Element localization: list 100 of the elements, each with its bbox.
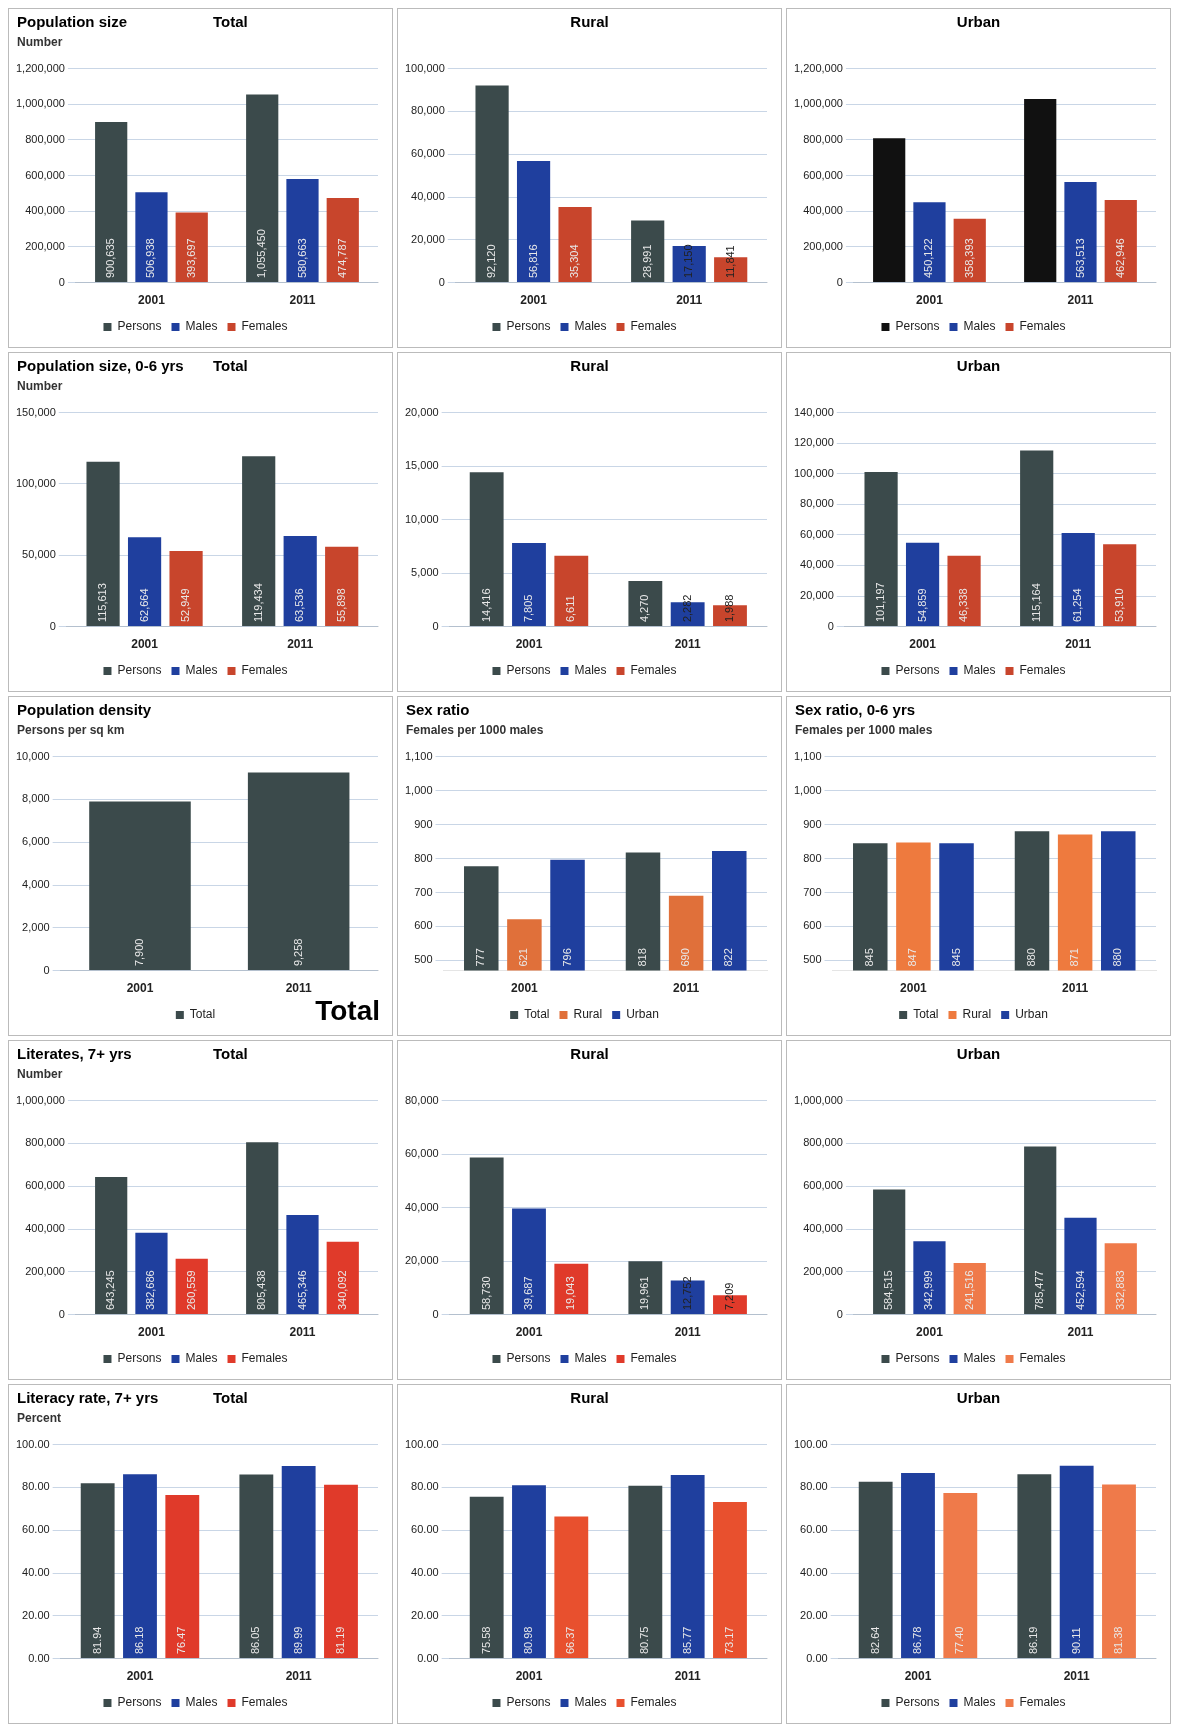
bar — [286, 179, 319, 283]
y-axis-title: Number — [17, 1067, 63, 1081]
data-label: 86.18 — [133, 1626, 146, 1655]
legend-label: Persons — [117, 1695, 162, 1710]
bar — [246, 1142, 279, 1315]
x-tick-label: 2011 — [1067, 1325, 1094, 1340]
data-label: 785,477 — [1033, 1270, 1046, 1311]
bar — [135, 1232, 168, 1315]
x-tick-label: 2011 — [1067, 293, 1094, 308]
bar — [1017, 1474, 1052, 1659]
x-tick-label: 2011 — [285, 981, 312, 996]
y-tick-label: 20,000 — [404, 1254, 439, 1267]
data-label: 81.19 — [334, 1626, 347, 1655]
x-tick-label: 2001 — [909, 637, 937, 652]
chart-subtitle: Total — [213, 357, 248, 374]
data-label: 81.94 — [90, 1626, 103, 1655]
legend-label: Females — [241, 1695, 288, 1710]
legend-label: Females — [1019, 663, 1066, 678]
legend-label: Total — [524, 1007, 550, 1022]
chart-subtitle: Rural — [569, 1389, 610, 1406]
legend-label: Females — [630, 1695, 677, 1710]
y-tick-label: 6,000 — [22, 835, 50, 848]
data-label: 643,245 — [104, 1270, 117, 1311]
bar — [469, 1157, 504, 1315]
y-tick-label: 15,000 — [404, 459, 439, 472]
bar — [670, 1475, 705, 1659]
data-label: 12,752 — [680, 1276, 693, 1311]
legend-label: Males — [574, 1351, 607, 1366]
x-tick-label: 2001 — [904, 1669, 932, 1684]
bar — [943, 1492, 978, 1659]
y-tick-label: 100.00 — [404, 1437, 439, 1450]
data-label: 81.38 — [1112, 1626, 1125, 1655]
bar — [713, 1502, 747, 1659]
bar — [558, 207, 592, 283]
data-label: 584,515 — [882, 1270, 895, 1311]
y-tick-label: 80.00 — [22, 1480, 50, 1493]
data-label: 55,898 — [334, 588, 347, 623]
legend-label: Males — [185, 663, 218, 678]
bar — [628, 1485, 663, 1659]
x-tick-label: 2011 — [674, 1325, 701, 1340]
data-label: 56,816 — [526, 244, 539, 279]
data-label: 35,304 — [568, 244, 581, 279]
y-tick-label: 20.00 — [800, 1608, 828, 1621]
x-tick-label: 2001 — [916, 293, 944, 308]
data-label: 690 — [679, 948, 692, 967]
data-label: 80.75 — [638, 1626, 651, 1655]
x-tick-label: 2001 — [131, 637, 159, 652]
chart-title: Literacy rate, 7+ yrs — [17, 1389, 159, 1406]
y-tick-label: 900 — [414, 817, 433, 830]
y-tick-label: 2,000 — [22, 920, 50, 933]
legend-label: Males — [574, 319, 607, 334]
x-tick-label: 2001 — [511, 981, 539, 996]
chart-subtitle: Urban — [955, 1389, 1002, 1406]
y-axis-title: Females per 1000 males — [795, 723, 933, 737]
data-label: 822 — [722, 948, 735, 967]
legend-label: Males — [963, 663, 996, 678]
x-tick-label: 2011 — [1065, 637, 1092, 652]
legend-label: Urban — [626, 1007, 659, 1022]
y-tick-label: 600,000 — [25, 1179, 65, 1192]
bar — [1102, 1484, 1136, 1659]
data-label: 2,282 — [680, 594, 693, 623]
y-tick-label: 40.00 — [22, 1566, 50, 1579]
y-tick-label: 40.00 — [800, 1566, 828, 1579]
chart-title: Sex ratio — [406, 701, 470, 718]
bar — [631, 220, 665, 283]
x-tick-label: 2001 — [900, 981, 928, 996]
y-tick-label: 400,000 — [803, 1222, 843, 1235]
data-label: 880 — [1025, 948, 1038, 967]
data-label: 7,900 — [133, 938, 146, 967]
x-tick-label: 2001 — [126, 1669, 154, 1684]
chart-title: Population size — [17, 13, 128, 30]
y-tick-label: 0 — [836, 1307, 843, 1320]
x-tick-label: 2011 — [289, 1325, 316, 1340]
data-label: 871 — [1068, 948, 1081, 967]
bar — [469, 472, 504, 627]
bar — [1020, 450, 1054, 627]
bar — [947, 555, 981, 627]
y-tick-label: 120,000 — [794, 436, 834, 449]
data-label: 62,664 — [137, 588, 150, 623]
data-label: 39,687 — [522, 1276, 535, 1311]
chart-title: Literates, 7+ yrs — [17, 1045, 132, 1062]
bar — [905, 542, 940, 627]
y-tick-label: 4,000 — [22, 878, 50, 891]
bar — [1064, 182, 1097, 283]
legend-label: Females — [630, 319, 677, 334]
bar — [873, 1189, 906, 1315]
data-label: 241,516 — [962, 1270, 975, 1311]
data-label: 52,949 — [179, 588, 192, 623]
legend-label: Males — [185, 1351, 218, 1366]
y-tick-label: 80.00 — [411, 1480, 439, 1493]
y-tick-label: 600 — [414, 919, 433, 932]
bar — [95, 1176, 128, 1315]
y-tick-label: 60.00 — [22, 1523, 50, 1536]
bar — [901, 1472, 935, 1659]
legend-label: Females — [1019, 1695, 1066, 1710]
x-tick-label: 2001 — [520, 293, 548, 308]
data-label: 4,270 — [638, 594, 651, 623]
legend-label: Persons — [895, 319, 940, 334]
y-tick-label: 200,000 — [25, 239, 65, 252]
bar — [512, 1208, 546, 1315]
